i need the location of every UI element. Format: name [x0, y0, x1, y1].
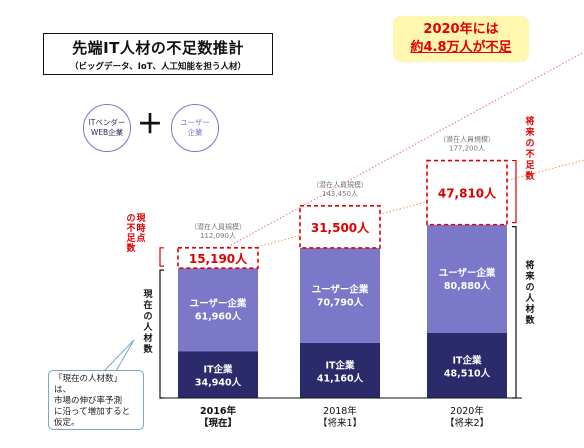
left-shortage-label-a-char: 点: [136, 232, 145, 244]
right-shortage-bracket: [512, 159, 517, 224]
trend-line-potential: [199, 51, 584, 263]
right-shortage-label-char: 足: [525, 160, 535, 171]
user-value-label-1: ユーザー企業 70,790人: [312, 283, 369, 308]
shortage-callout: 2020年には 約4.8万人が不足: [393, 16, 529, 62]
potential-label-1: （潜在人員規模） 143,450人: [312, 180, 368, 198]
it-value-label-2: IT企業 48,510人: [444, 354, 491, 379]
category-label-2: 2020年【将来2】: [445, 405, 489, 429]
left-current-label-char: 材: [142, 332, 152, 344]
it-vendor-circle: ITベンダー WEB企業: [83, 104, 131, 152]
user-company-circle: ユーザー 企業: [171, 104, 219, 152]
left-current-label-char: 数: [143, 343, 153, 355]
bar-it-0: [178, 351, 258, 398]
left-shortage-label-a-char: 現: [136, 213, 145, 224]
title-box: 先端IT人材の不足数推計 （ビッグデータ、IoT、人工知能を担う人材）: [43, 33, 273, 75]
left-shortage-label-b-char: 不: [126, 223, 135, 234]
left-current-label-char: 人: [142, 321, 153, 333]
left-shortage-label-b-char: 数: [126, 242, 136, 254]
shortage-value-label-1: 31,500人: [311, 220, 370, 235]
bar-shortage-1: [299, 204, 381, 249]
left-current-bracket: [159, 269, 164, 399]
right-future-label-char: 材: [524, 303, 534, 315]
shortage-value-label-0: 15,190人: [189, 251, 248, 266]
right-future-label-char: 来: [524, 270, 535, 282]
it-value-label-1: IT企業 41,160人: [317, 359, 364, 384]
user-value-label-0: ユーザー企業 61,960人: [190, 298, 247, 323]
shortage-value-label-2: 47,810人: [438, 186, 497, 201]
left-current-label-char: 在: [143, 299, 152, 311]
callout-line-1: 2020年には: [423, 22, 499, 37]
chart-title: 先端IT人材の不足数推計: [72, 39, 244, 57]
right-future-label-char: 人: [524, 292, 535, 304]
assumption-note: 「現在の人材数」は、 市場の伸び率予測 に沿って増加すると 仮定。: [48, 370, 144, 430]
category-label-0: 2016年【現在】: [199, 405, 237, 429]
right-shortage-label-char: 数: [525, 170, 535, 182]
left-shortage-label-b-char: の: [126, 213, 135, 224]
bar-it-2: [427, 332, 507, 398]
potential-label-2: （潜在人員規模） 177,200人: [439, 135, 495, 153]
bar-shortage-2: [426, 159, 508, 226]
left-shortage-label-a-char: 時: [136, 222, 145, 234]
right-shortage-label-char: 将: [525, 115, 534, 127]
bar-user-1: [300, 247, 380, 343]
user-value-label-2: ユーザー企業 80,880人: [439, 267, 496, 292]
category-label-1: 2018年【将来1】: [318, 405, 362, 429]
bar-shortage-0: [177, 246, 259, 269]
note-pointer: [102, 339, 135, 372]
left-shortage-label-b: の不足数: [126, 213, 136, 254]
bar-user-0: [178, 268, 258, 352]
right-future-bracket: [512, 226, 517, 399]
right-shortage-label-char: 来: [524, 126, 535, 138]
bar-user-2: [427, 224, 507, 333]
bar-it-1: [300, 342, 380, 398]
left-current-label: 現在の人材数: [142, 289, 153, 355]
right-future-label-char: 数: [525, 314, 535, 326]
potential-label-0: （潜在人員規模） 112,090人: [190, 222, 246, 240]
plus-sign: ＋: [137, 110, 164, 140]
right-future-label-char: の: [525, 282, 534, 293]
left-shortage-label-b-char: 足: [126, 233, 136, 244]
left-shortage-bracket: [159, 247, 164, 267]
left-shortage-label-a: 現時点: [136, 213, 145, 244]
right-shortage-label-char: 不: [525, 149, 534, 160]
callout-line-2: 約4.8万人が不足: [410, 40, 512, 55]
left-current-label-char: の: [143, 311, 152, 322]
chart-subtitle: （ビッグデータ、IoT、人工知能を担う人材）: [69, 62, 247, 72]
right-shortage-label-char: の: [525, 138, 534, 149]
right-future-label-char: 将: [525, 259, 534, 271]
it-value-label-0: IT企業 34,940人: [195, 364, 242, 389]
left-current-label-char: 現: [143, 289, 152, 300]
